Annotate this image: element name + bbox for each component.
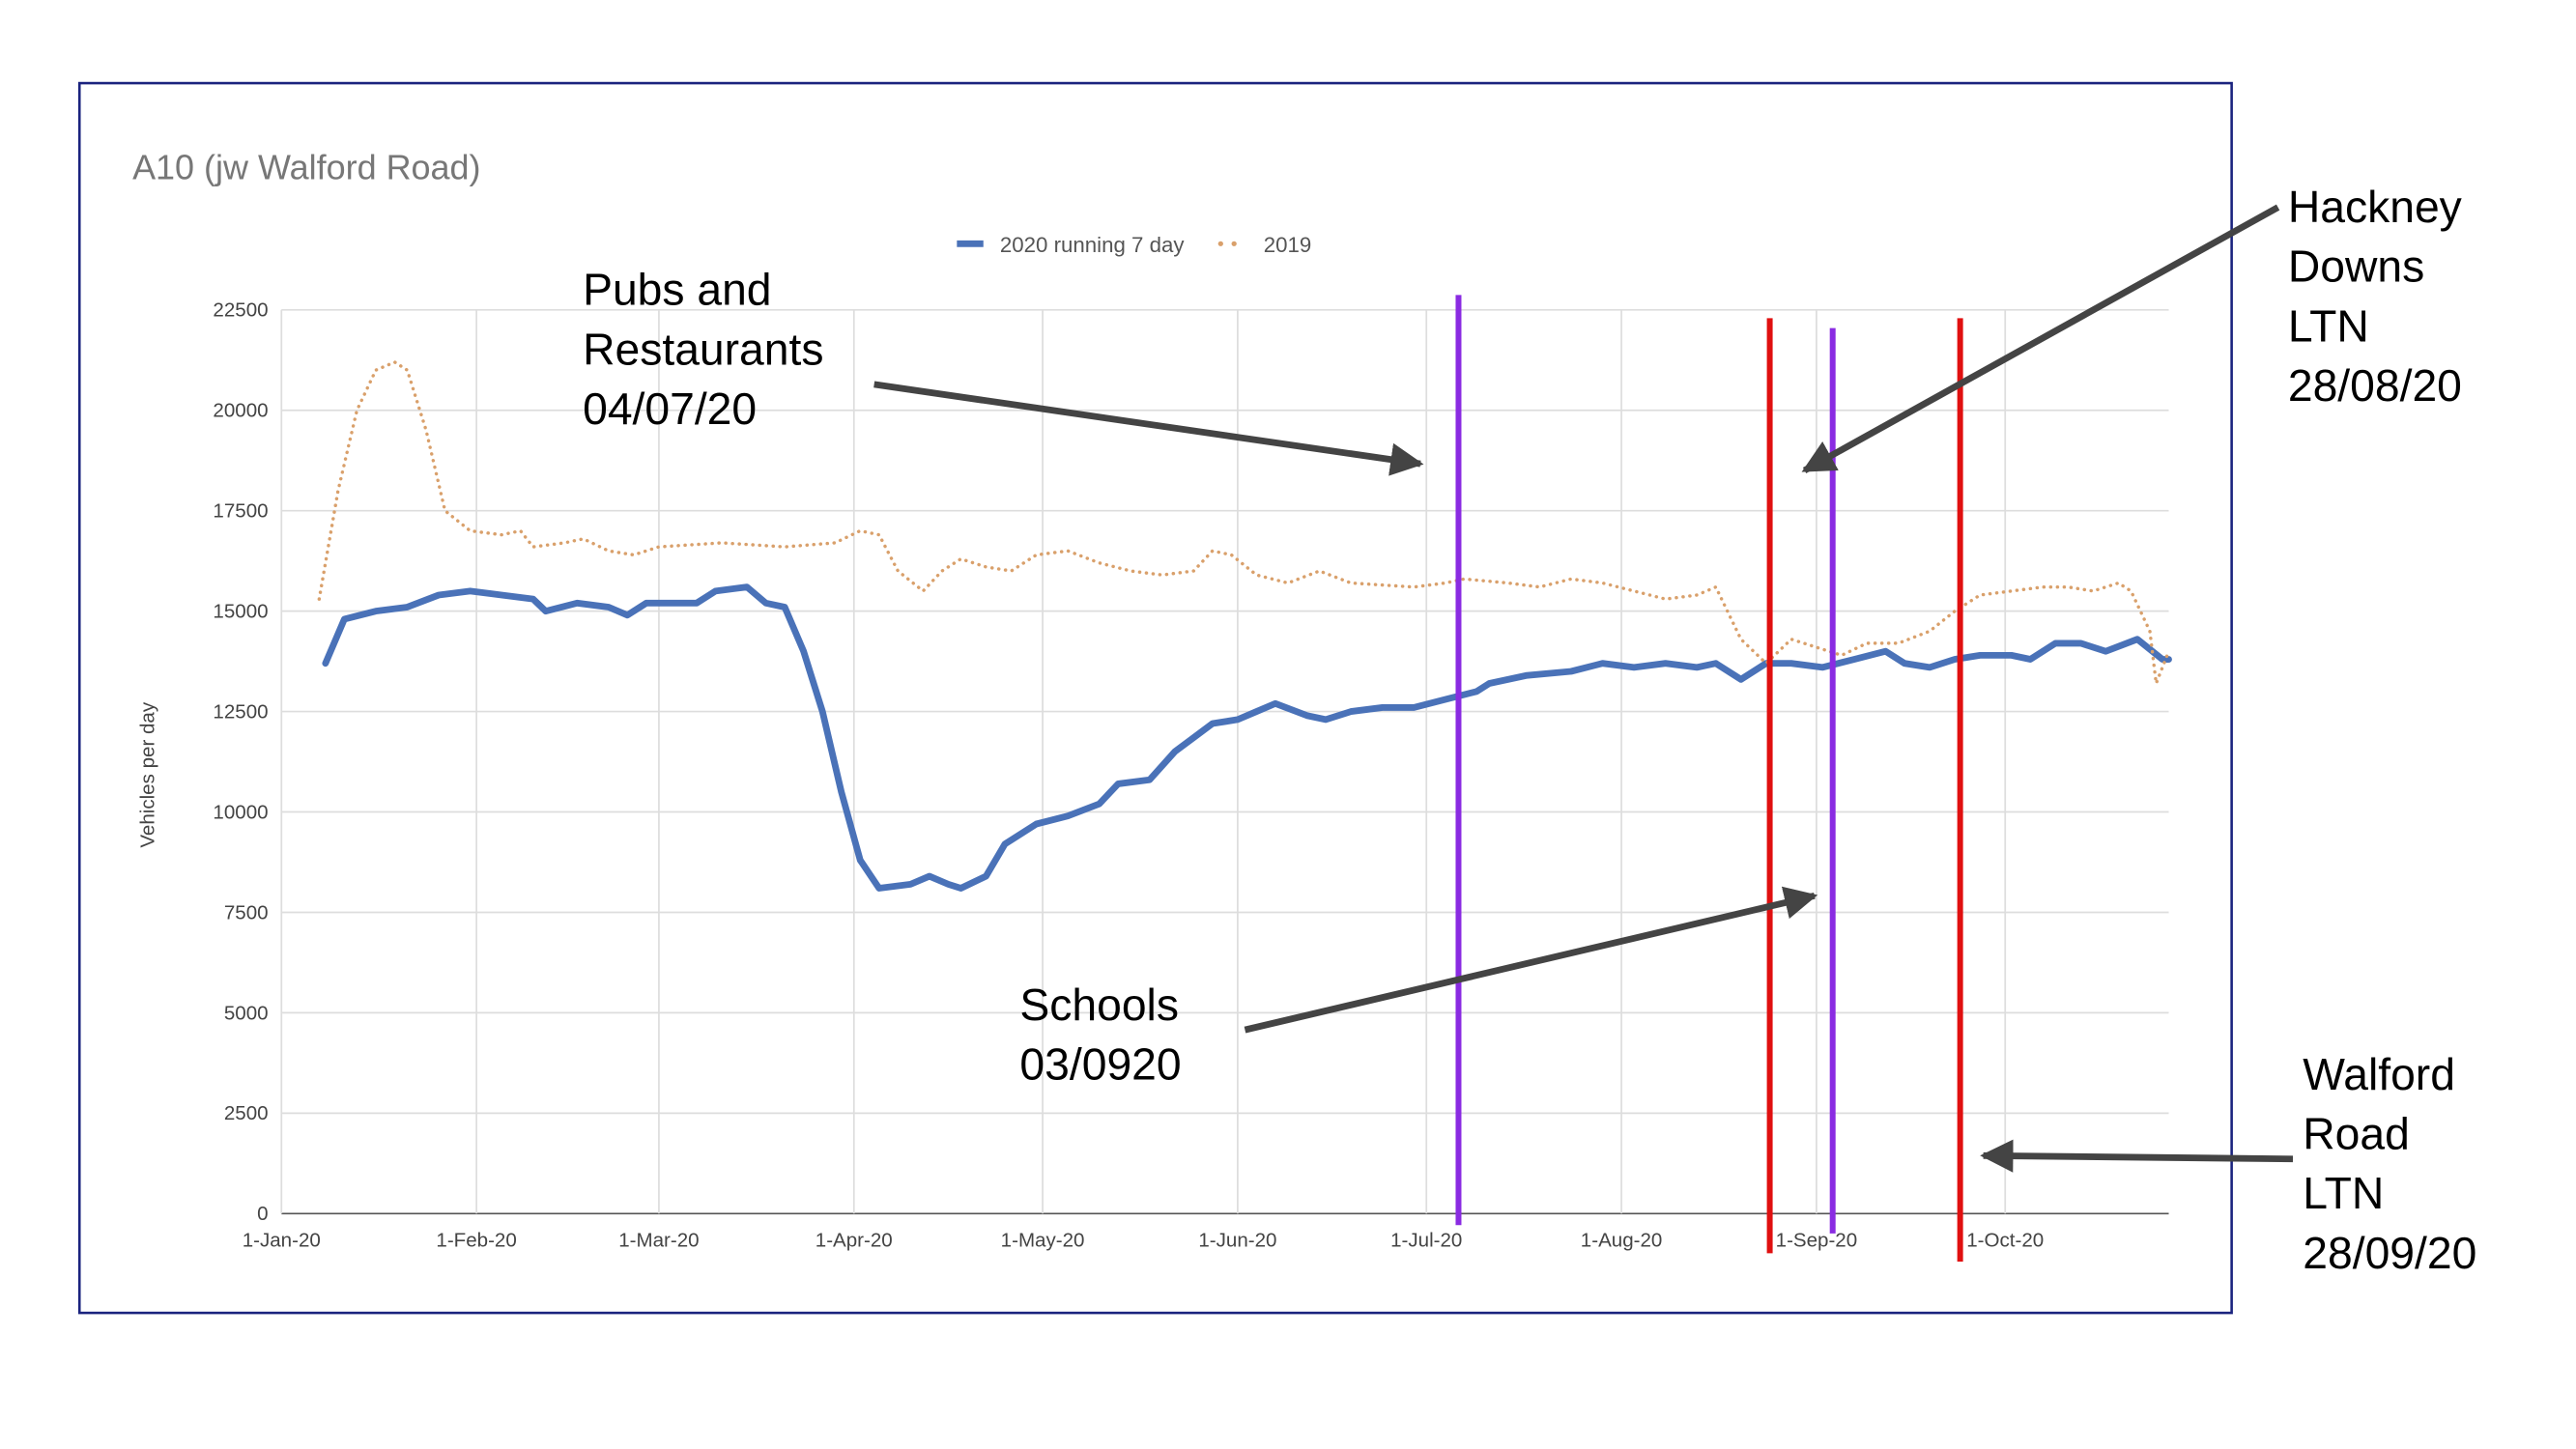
y-tick-label: 20000 [213,400,268,422]
annotation: Schools [1019,980,1179,1030]
annotation: Pubs and [583,265,771,315]
legend-label: 2019 [1264,233,1312,257]
x-tick-label: 1-Sep-20 [1776,1230,1858,1252]
annotation: Restaurants [583,324,823,374]
annotation: LTN [2288,300,2369,351]
annotation: 04/07/20 [583,384,757,434]
x-tick-label: 1-Oct-20 [1966,1230,2044,1252]
annotation: 28/09/20 [2303,1228,2476,1278]
y-tick-label: 0 [257,1203,268,1225]
chart-frame [77,81,2233,1315]
y-tick-label: 12500 [213,700,268,723]
y-tick-label: 2500 [224,1102,269,1124]
annotation: 28/08/20 [2288,360,2462,411]
x-tick-label: 1-Jun-20 [1198,1230,1276,1252]
plot [317,360,2172,892]
legend-label: 2020 running 7 day [1000,233,1186,257]
arrow [1980,1139,2294,1173]
x-tick-label: 1-Mar-20 [618,1230,699,1252]
y-tick-label: 7500 [224,901,269,923]
arrow [1244,886,1818,1034]
y-tick-label: 22500 [213,299,268,322]
event-lines [1455,295,1963,1262]
x-tick-label: 1-Feb-20 [436,1230,516,1252]
annotation: Walford [2303,1049,2455,1099]
series-line [322,583,2172,892]
annotation: LTN [2303,1168,2384,1218]
y-tick-label: 15000 [213,600,268,622]
y-axis-label: Vehicles per day [136,701,158,847]
y-tick-label: 10000 [213,801,268,823]
x-tick-label: 1-May-20 [1001,1230,1085,1252]
chart-title: A10 (jw Walford Road) [132,147,480,186]
y-tick-label: 17500 [213,500,268,523]
arrow [1801,204,2280,473]
arrows [873,204,2294,1173]
annotation: Downs [2288,242,2424,292]
x-tick-label: 1-Aug-20 [1581,1230,1663,1252]
y-tick-label: 5000 [224,1002,269,1024]
series-line [317,360,2171,686]
annotation: 03/0920 [1019,1039,1181,1090]
x-tick-label: 1-Jan-20 [243,1230,321,1252]
x-tick-label: 1-Jul-20 [1390,1230,1462,1252]
x-tick-label: 1-Apr-20 [816,1230,893,1252]
annotation: Road [2303,1108,2410,1158]
annotation: Hackney [2288,182,2463,232]
arrow [873,381,1424,476]
